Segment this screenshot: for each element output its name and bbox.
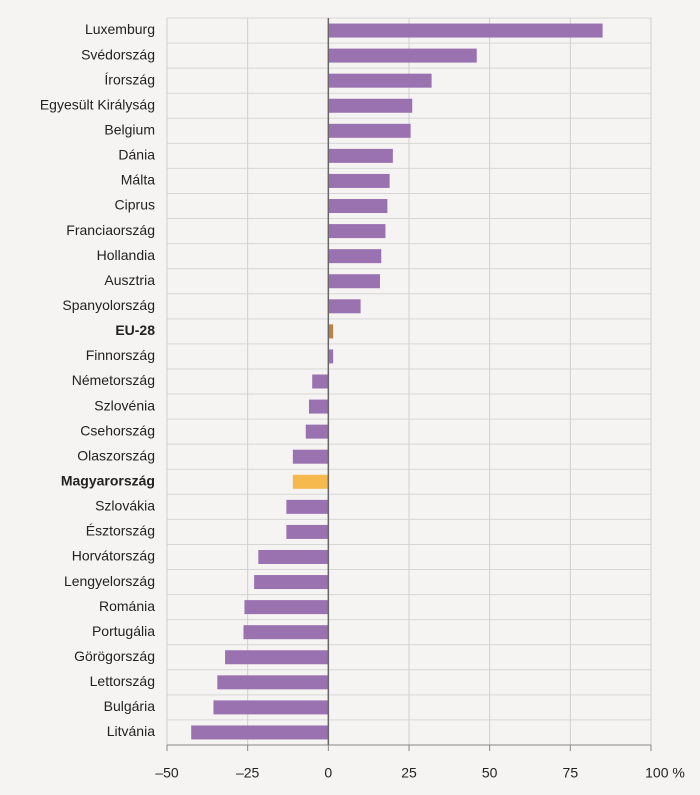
bar (328, 324, 334, 339)
bar (328, 173, 390, 188)
y-tick-label: Dánia (118, 147, 155, 163)
y-tick-label: Horvátország (72, 548, 155, 564)
bar (328, 23, 603, 38)
bar (286, 499, 329, 514)
bar (308, 399, 329, 414)
y-tick-label: Ausztria (104, 272, 155, 288)
bar (328, 199, 388, 214)
bar (292, 474, 329, 489)
x-tick-label: 100 % (645, 765, 685, 781)
y-tick-label: Észtország (86, 523, 155, 539)
y-tick-label: Bulgária (104, 698, 156, 714)
y-tick-label: Írország (104, 71, 155, 87)
y-tick-label: Franciaország (66, 222, 155, 238)
y-tick-label: Görögország (74, 648, 155, 664)
y-tick-label: Németország (72, 372, 155, 388)
y-tick-label: Olaszország (77, 447, 155, 463)
y-tick-label: Magyarország (61, 472, 155, 488)
y-tick-label: Litvánia (107, 723, 155, 739)
y-tick-label: Málta (121, 172, 155, 188)
y-tick-label: Ciprus (115, 197, 155, 213)
y-tick-label: Románia (99, 598, 155, 614)
y-tick-label: Belgium (104, 122, 155, 138)
x-tick-label: 75 (563, 765, 579, 781)
bar (217, 675, 329, 690)
bar (328, 48, 477, 63)
y-tick-label: Csehország (80, 422, 155, 438)
y-tick-label: Lengyelország (64, 573, 155, 589)
bar (328, 349, 334, 364)
y-tick-label: Svédország (81, 46, 155, 62)
bar (328, 98, 413, 113)
bar (328, 249, 382, 264)
x-tick-label: –25 (236, 765, 260, 781)
bar (191, 725, 329, 740)
bar (286, 524, 329, 539)
x-tick-label: –50 (155, 765, 179, 781)
bar (328, 224, 386, 239)
bar (328, 73, 432, 88)
bar (328, 123, 411, 138)
bar (312, 374, 329, 389)
x-tick-label: 25 (401, 765, 417, 781)
y-tick-label: Hollandia (97, 247, 156, 263)
bar (292, 449, 329, 464)
bar (244, 600, 329, 615)
y-tick-label: Spanyolország (62, 297, 155, 313)
y-tick-label: Portugália (92, 623, 155, 639)
bar (213, 700, 329, 715)
y-tick-label: Szlovénia (94, 397, 155, 413)
bar (328, 299, 361, 314)
y-tick-label: Lettország (90, 673, 155, 689)
bar (254, 575, 329, 590)
bar (328, 274, 380, 289)
y-tick-label: Egyesült Királyság (40, 96, 155, 112)
y-tick-label: Finnország (86, 347, 155, 363)
x-tick-label: 50 (482, 765, 498, 781)
y-tick-label: Luxemburg (85, 21, 155, 37)
bar (328, 148, 393, 163)
y-tick-label: EU-28 (115, 322, 155, 338)
y-tick-label: Szlovákia (95, 498, 155, 514)
x-tick-label: 0 (324, 765, 332, 781)
bar (225, 650, 329, 665)
bar (305, 424, 329, 439)
bar (258, 549, 329, 564)
bar (243, 625, 329, 640)
